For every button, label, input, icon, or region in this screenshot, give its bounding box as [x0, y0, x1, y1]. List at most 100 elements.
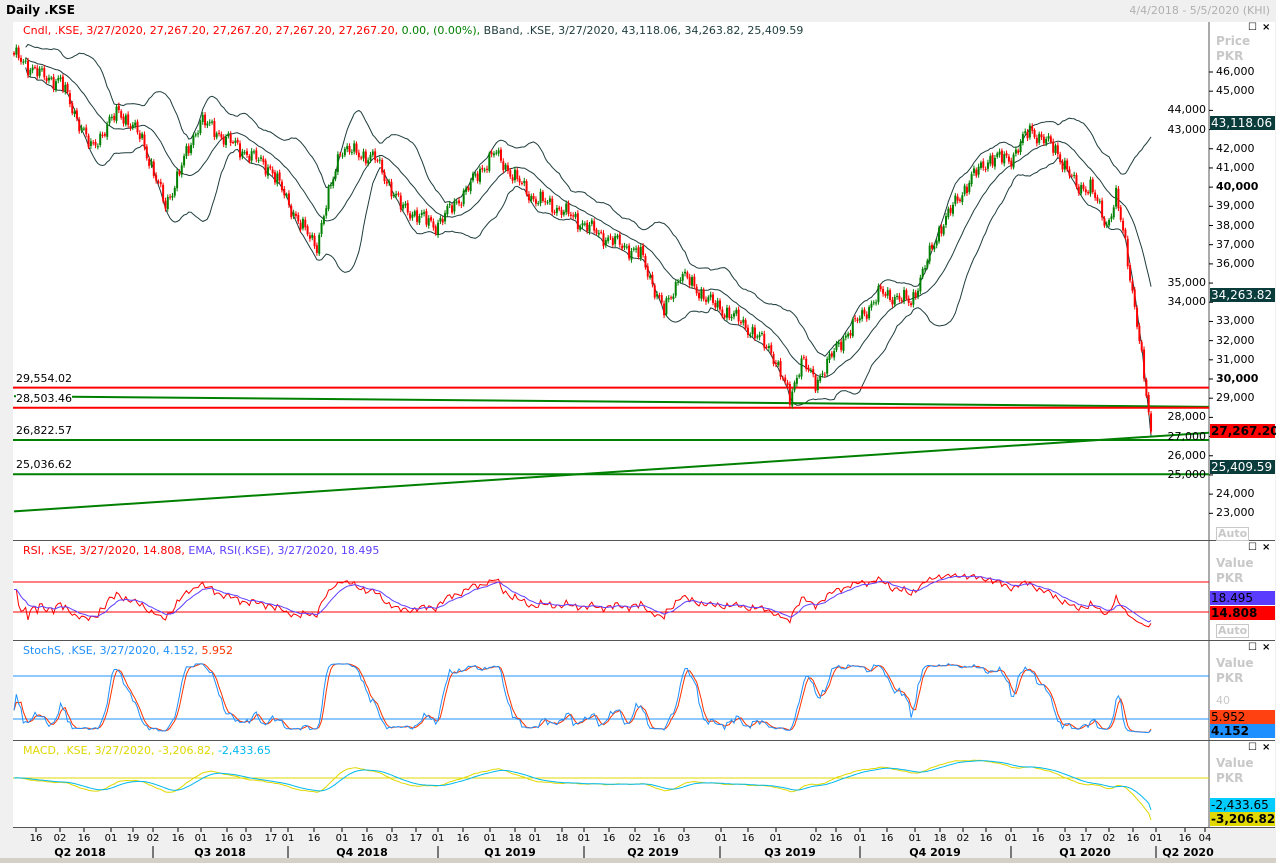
- quarter-label: Q2 2019: [627, 846, 679, 859]
- close-panel-icon[interactable]: ×: [1262, 542, 1271, 553]
- rsi-badge: 14.808: [1210, 606, 1275, 620]
- candle-body: [646, 266, 649, 277]
- candle-body: [138, 133, 141, 140]
- candle-body: [215, 133, 218, 138]
- price-axis-tick: 33,000: [1216, 314, 1255, 328]
- candle-body: [730, 317, 733, 319]
- time-axis-tick: 18: [508, 833, 522, 844]
- candle-body: [439, 218, 442, 222]
- candle-body: [1129, 265, 1132, 281]
- candle-body: [122, 116, 125, 124]
- candle-body: [604, 240, 607, 246]
- candle-body: [1094, 192, 1097, 198]
- candle-body: [1024, 131, 1027, 134]
- candle-body: [336, 154, 339, 172]
- candle-body: [656, 294, 659, 297]
- candle-body: [1077, 186, 1080, 194]
- candle-body: [113, 115, 116, 120]
- candle-body: [989, 156, 992, 164]
- candle-body: [1082, 184, 1085, 189]
- candle-body: [399, 195, 402, 210]
- candle-body: [924, 268, 927, 270]
- price-axis-tick: 29,000: [1216, 391, 1255, 405]
- rsi-auto-scale-button[interactable]: Auto: [1216, 624, 1250, 638]
- time-axis-tick: 01: [281, 833, 295, 844]
- candle-body: [266, 167, 269, 176]
- candle-body: [236, 139, 239, 143]
- candle-body: [651, 274, 654, 285]
- candle-body: [938, 227, 941, 242]
- maximize-panel-icon[interactable]: ☐: [1248, 742, 1257, 753]
- candle-body: [96, 146, 99, 148]
- candle-body: [1021, 134, 1024, 143]
- candle-body: [914, 292, 917, 298]
- candle-body: [1012, 154, 1015, 168]
- candle-body: [935, 240, 938, 246]
- candle-body: [308, 235, 311, 239]
- price-axis-tick: 38,000: [1216, 218, 1255, 232]
- maximize-panel-icon[interactable]: ☐: [1248, 22, 1257, 33]
- candle-body: [206, 123, 209, 126]
- candle-body: [339, 153, 342, 156]
- price-axis-tick: 32,000: [1216, 333, 1255, 347]
- candle-body: [1066, 160, 1069, 170]
- candle-body: [204, 114, 207, 126]
- candle-body: [264, 160, 267, 175]
- candle-body: [448, 204, 451, 206]
- candle-body: [451, 205, 454, 213]
- stoch-k-legend: StochS, .KSE, 3/27/2020, 4.152,: [23, 644, 199, 657]
- time-axis-tick: 01: [335, 833, 349, 844]
- candle-body: [965, 186, 968, 194]
- quarter-label: Q3 2019: [764, 846, 816, 859]
- stoch-k-line: [13, 662, 1152, 734]
- candle-body: [583, 223, 586, 225]
- candle-body: [802, 357, 805, 359]
- price-auto-scale-button[interactable]: Auto: [1216, 527, 1250, 541]
- last-price-badge: 27,267.20: [1210, 424, 1276, 438]
- candle-body: [665, 298, 668, 315]
- candle-body: [1112, 207, 1115, 218]
- time-axis-tick: 02: [1102, 833, 1116, 844]
- maximize-panel-icon[interactable]: ☐: [1248, 642, 1257, 653]
- candle-body: [201, 114, 204, 122]
- candle-body: [246, 151, 248, 155]
- bb-lower-badge: 25,409.59: [1210, 460, 1275, 474]
- price-axis-tick: 43,000: [1167, 122, 1207, 136]
- candle-body: [742, 319, 745, 323]
- macd-axis-unit: PKR: [1216, 771, 1244, 785]
- candle-body: [539, 191, 542, 204]
- candle-body: [663, 303, 666, 316]
- candle-body: [951, 204, 954, 214]
- candle-body: [325, 208, 328, 216]
- horizontal-scrollbar: [0, 858, 1276, 863]
- maximize-panel-icon[interactable]: ☐: [1248, 542, 1257, 553]
- close-panel-icon[interactable]: ×: [1262, 642, 1271, 653]
- candle-body: [388, 181, 391, 184]
- candle-body: [1063, 160, 1066, 170]
- chart-title: Daily .KSE: [6, 3, 75, 17]
- candle-body: [942, 225, 945, 235]
- close-panel-icon[interactable]: ×: [1262, 742, 1271, 753]
- candle-body: [479, 168, 481, 182]
- candle-body: [1098, 201, 1101, 203]
- change-pct-legend: (0.00%),: [433, 24, 481, 37]
- candle-body: [949, 207, 952, 213]
- rsi-axis-unit: PKR: [1216, 571, 1244, 585]
- candle-body: [905, 290, 908, 299]
- candle-body: [567, 203, 570, 214]
- candle-body: [110, 116, 113, 118]
- candle-body: [318, 234, 321, 254]
- candle-body: [38, 68, 41, 76]
- close-panel-icon[interactable]: ×: [1262, 22, 1271, 33]
- candle-body: [1040, 134, 1043, 138]
- candle-body: [301, 218, 304, 229]
- candle-body: [749, 334, 752, 336]
- candle-body: [430, 217, 433, 221]
- candle-body: [1089, 179, 1092, 194]
- candle-body: [169, 196, 172, 198]
- candle-body: [33, 67, 36, 69]
- candle-body: [455, 201, 458, 203]
- level-label: 29,554.02: [16, 371, 72, 385]
- candle-body: [1028, 125, 1031, 138]
